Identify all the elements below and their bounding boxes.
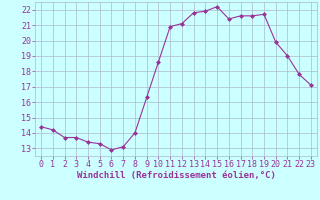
X-axis label: Windchill (Refroidissement éolien,°C): Windchill (Refroidissement éolien,°C) <box>76 171 276 180</box>
